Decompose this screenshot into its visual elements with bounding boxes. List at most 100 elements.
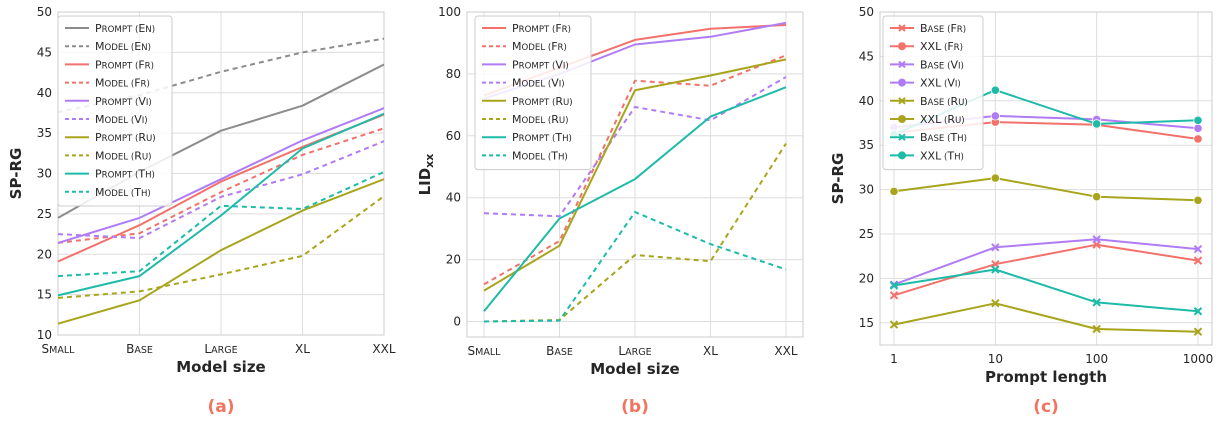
data-point	[1193, 244, 1203, 254]
y-tick-label: 20	[37, 247, 52, 261]
legend-label: XXL (TH)	[920, 149, 964, 162]
series-line	[483, 76, 787, 218]
legend-label: MODEL (TH)	[512, 149, 568, 162]
x-tick-label: SMALL	[468, 344, 502, 358]
legend-item: MODEL (VI)	[65, 113, 148, 126]
series-line	[483, 58, 787, 292]
x-tick-label: XL	[703, 344, 718, 358]
y-tick-label: 100	[438, 5, 461, 19]
legend-item: BASE (FR)	[890, 22, 966, 35]
legend-label: MODEL (RU)	[512, 113, 569, 126]
data-point	[1193, 195, 1203, 205]
data-point	[1193, 307, 1203, 316]
legend-item: MODEL (EN)	[65, 40, 151, 53]
chart-panel-b: 0 20 40 60 80 100 SMALL BASE LARGE XL XXL PROMPT (F…	[416, 5, 804, 417]
data-point	[1193, 327, 1203, 336]
plot-frame	[879, 11, 1213, 346]
x-axis-label: Model size	[590, 360, 679, 378]
legend: PROMPT (EN) MODEL (EN) PROMPT (FR) MODEL (F…	[57, 15, 173, 207]
x-tick-label: BASE	[126, 342, 153, 356]
legend-marker	[898, 78, 906, 87]
legend-label: PROMPT (EN)	[95, 22, 155, 35]
legend-label: XXL (VI)	[920, 77, 961, 90]
data-point	[990, 173, 1000, 183]
legend-label: PROMPT (FR)	[95, 58, 154, 71]
series-line	[57, 140, 385, 240]
legend: PROMPT (FR) MODEL (FR) PROMPT (VI) MODEL (V…	[474, 15, 592, 171]
x-tick-label: 1000	[1183, 352, 1214, 366]
series-line	[57, 195, 385, 299]
data-point	[889, 320, 899, 329]
subfigure-label: (a)	[207, 397, 234, 417]
x-tick-label: LARGE	[618, 344, 651, 358]
legend-label: BASE (TH)	[920, 131, 967, 144]
data-point	[889, 281, 899, 290]
y-tick-label: 30	[37, 167, 52, 181]
legend-item: PROMPT (FR)	[482, 22, 571, 35]
x-tick-label: LARGE	[204, 342, 237, 356]
series-line	[483, 86, 787, 312]
y-tick-label: 50	[37, 5, 52, 19]
series-line	[483, 142, 787, 323]
y-axis-label: SP-RG	[7, 148, 25, 200]
series-line	[57, 112, 385, 297]
x-tick-label: XXL	[774, 344, 797, 358]
y-axis-label: LIDxx	[416, 154, 436, 196]
y-tick-label: 40	[446, 191, 461, 205]
plot-frame	[466, 11, 804, 338]
data-point	[991, 265, 1000, 274]
legend-marker	[898, 42, 906, 51]
legend-item: PROMPT (TH)	[65, 168, 155, 181]
legend-label: MODEL (TH)	[95, 186, 151, 199]
legend-item: PROMPT (VI)	[65, 95, 152, 108]
y-axis-label: SP-RG	[829, 153, 847, 205]
series-line	[893, 268, 1199, 313]
legend-box	[474, 15, 592, 171]
series-line	[483, 211, 787, 323]
legend-item: MODEL (TH)	[482, 149, 568, 162]
legend-label: MODEL (RU)	[95, 149, 152, 162]
legend-label: PROMPT (VI)	[512, 58, 569, 71]
x-tick-label: 100	[1085, 352, 1108, 366]
legend-item: MODEL (RU)	[482, 113, 569, 126]
y-tick-label: 20	[859, 271, 874, 285]
legend-label: XXL (RU)	[920, 113, 965, 126]
legend-item: XXL (VI)	[890, 77, 961, 90]
legend-item: MODEL (RU)	[65, 149, 152, 162]
legend-item: PROMPT (EN)	[65, 22, 155, 35]
x-tick-label: BASE	[546, 344, 573, 358]
series-line	[57, 107, 385, 244]
x-tick-label: XL	[295, 342, 310, 356]
y-tick-label: 35	[37, 126, 52, 140]
data-point	[1193, 134, 1203, 144]
legend-item: MODEL (VI)	[482, 77, 565, 90]
data-point	[1092, 324, 1101, 334]
y-tick-label: 20	[446, 253, 461, 267]
data-point	[1193, 115, 1203, 125]
y-tick-label: 45	[859, 49, 874, 63]
legend-item: MODEL (FR)	[482, 40, 567, 53]
legend-item: BASE (TH)	[890, 131, 967, 144]
legend-label: BASE (VI)	[920, 58, 964, 71]
legend-label: MODEL (FR)	[512, 40, 567, 53]
y-tick-label: 10	[37, 328, 52, 342]
legend-label: MODEL (VI)	[95, 113, 148, 126]
series-line	[57, 178, 385, 325]
y-tick-label: 60	[446, 129, 461, 143]
chart-panel-a: 10 15 20 25 30 35 40 45 50 SMALL BASE LARGE XL XXL PRO…	[7, 5, 396, 417]
legend-label: PROMPT (TH)	[95, 168, 155, 181]
legend-marker	[898, 115, 906, 123]
chart-panel-c: 15 20 25 30 35 40 45 50 1 10 100 1000 BASE (FR) XXL (…	[829, 5, 1213, 417]
data-point	[1193, 256, 1203, 265]
legend-label: MODEL (EN)	[95, 40, 151, 53]
series-line	[483, 54, 787, 286]
x-tick-label: XXL	[372, 342, 395, 356]
data-point	[1092, 235, 1101, 244]
legend-label: PROMPT (TH)	[512, 131, 572, 144]
legend-item: BASE (VI)	[890, 58, 964, 71]
legend-item: PROMPT (FR)	[65, 58, 154, 71]
y-tick-label: 30	[859, 183, 874, 197]
data-point	[1193, 123, 1203, 133]
